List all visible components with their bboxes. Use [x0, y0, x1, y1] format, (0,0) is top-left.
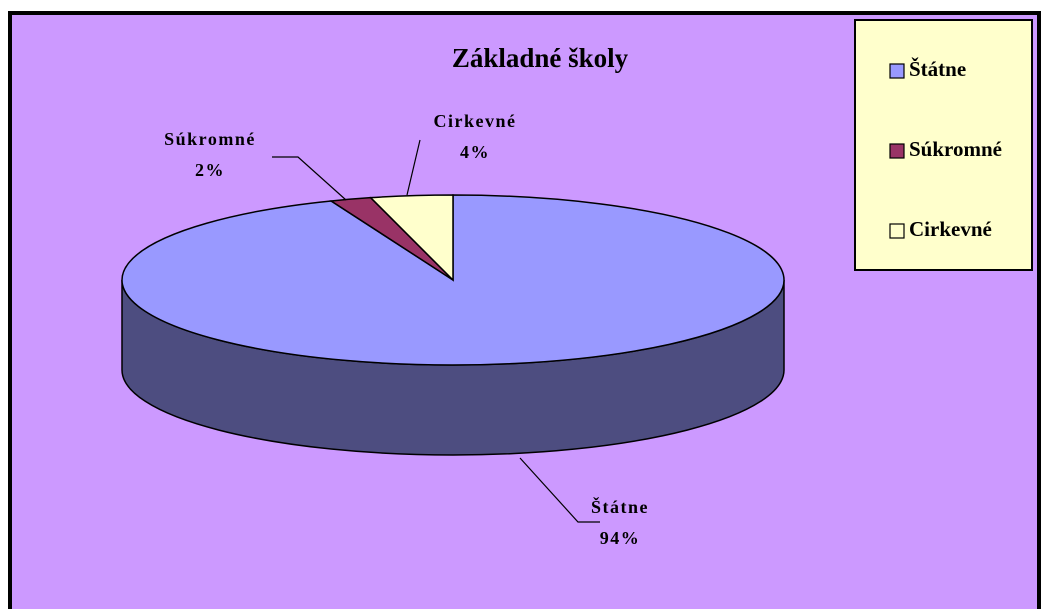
- leader-line: [272, 156, 347, 201]
- data-label-value: 94%: [600, 528, 641, 548]
- leader-line: [406, 139, 421, 196]
- chart-title: Základné školy: [452, 43, 629, 73]
- legend-label: Cirkevné: [909, 217, 992, 241]
- legend-box: [854, 19, 1033, 271]
- leader-line: [519, 457, 600, 523]
- data-label-value: 2%: [195, 160, 225, 180]
- legend-label: Súkromné: [909, 137, 1002, 161]
- legend-label: Štátne: [909, 57, 966, 81]
- legend-swatch: [889, 63, 905, 79]
- legend-swatch: [889, 143, 905, 159]
- slice: [368, 194, 454, 282]
- legend-swatch: [889, 223, 905, 239]
- data-label-name: Cirkevné: [434, 111, 517, 131]
- data-label-value: 4%: [460, 142, 490, 162]
- data-label-name: Štátne: [591, 496, 649, 517]
- data-label-name: Súkromné: [164, 129, 256, 149]
